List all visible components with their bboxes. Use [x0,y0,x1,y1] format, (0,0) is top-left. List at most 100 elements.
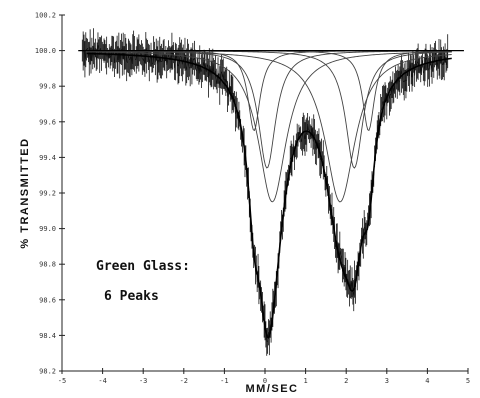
axes-layer: 98.2 98.4 98.6 98.8 99.0 99.2 99.4 99.6 99.8 100.… [35,12,470,386]
data-trace-segment [389,93,391,99]
data-trace-segment [127,55,129,63]
data-trace-segment [177,63,180,67]
data-trace-segment [298,131,301,135]
x-tick-label: 0 [263,377,267,385]
data-trace-segment [148,59,151,64]
data-trace-segment [322,158,324,161]
text-layer: % TRANSMITTED MM/SEC Green Glass: 6 Peak… [19,137,299,395]
y-tick-label: 99.8 [39,83,56,91]
data-trace-segment [97,45,100,50]
y-axis-title: % TRANSMITTED [19,137,31,248]
total-fit-curve [86,52,452,340]
y-tick-label: 98.2 [39,368,56,376]
data-trace-segment [221,71,223,78]
data-trace-segment [267,332,269,341]
data-trace-segment [304,132,307,140]
y-tick-label: 100.0 [35,47,56,55]
data-trace-segment [411,68,414,78]
data-trace-segment [301,136,303,142]
data-trace-segment [187,58,189,63]
y-tick-label: 99.2 [39,190,56,198]
data-trace-segment [123,51,126,61]
data-trace-segment [400,69,402,74]
data-layer [81,28,449,356]
x-tick-label: 2 [344,377,348,385]
x-tick-label: -1 [220,377,228,385]
x-tick-label: 4 [425,377,429,385]
data-trace-segment [380,108,382,111]
data-trace-segment [191,58,194,67]
y-tick-label: 100.2 [35,12,56,20]
data-trace-segment [194,58,196,60]
data-trace-segment [131,51,134,65]
data-trace-segment [142,58,145,61]
data-trace-segment [105,55,107,57]
x-tick-label: -5 [58,377,66,385]
data-trace-segment [168,55,170,58]
data-trace-segment [436,61,439,68]
data-trace-segment [148,56,150,64]
data-trace-segment [422,60,424,73]
data-trace-segment [435,52,437,61]
y-tick-label: 99.0 [39,225,56,233]
data-trace-segment [135,52,138,60]
data-trace-segment [272,299,275,308]
data-trace-segment [423,64,426,72]
data-trace-segment [399,69,402,81]
data-trace-segment [403,80,406,83]
data-trace-segment [165,53,168,66]
y-tick-label: 98.4 [39,332,56,340]
data-trace-segment [425,57,428,61]
data-trace-segment [84,49,87,60]
data-trace-segment [182,59,184,65]
data-trace-segment [339,250,342,256]
data-trace-segment [212,64,215,74]
data-trace-segment [85,48,87,51]
x-tick-label: 3 [385,377,389,385]
data-trace-segment [306,123,308,135]
data-trace-segment [445,59,448,66]
data-trace-segment [440,51,442,64]
data-trace-segment [414,61,416,76]
data-trace-segment [313,131,315,137]
component-fit-4 [86,50,452,203]
x-tick-label: 1 [303,377,307,385]
data-trace-segment [195,69,198,72]
x-tick-label: 5 [466,377,470,385]
data-trace-segment [390,88,393,96]
data-trace-segment [230,86,233,95]
data-trace-segment [415,60,417,66]
data-trace-segment [341,257,343,266]
y-tick-label: 98.6 [39,296,56,304]
component-fit-5 [86,50,452,169]
data-trace-segment [174,61,176,68]
data-trace-segment [307,123,309,130]
annotation-peak-count: 6 Peaks [104,289,159,304]
data-trace-segment [156,59,159,65]
x-axis-title: MM/SEC [246,383,299,395]
x-tick-label: -3 [139,377,147,385]
data-trace-segment [367,215,369,222]
data-trace-segment [266,340,268,343]
data-trace-segment [363,226,366,229]
component-fit-2 [86,50,452,169]
x-tick-label: -4 [98,377,106,385]
data-trace-segment [199,63,201,72]
data-trace-segment [200,70,202,73]
data-trace-segment [203,62,206,66]
data-trace-segment [109,55,112,59]
data-trace-segment [365,232,368,235]
fits-layer [78,49,464,340]
data-trace-segment [426,59,429,71]
data-trace-segment [407,67,409,70]
data-trace-segment [420,65,422,74]
data-trace-segment [240,129,242,138]
data-trace-segment [423,71,425,74]
data-trace-segment [406,68,409,81]
data-trace-segment [114,55,116,63]
data-trace-segment [185,65,188,71]
data-trace-segment [309,129,311,132]
data-trace-segment [95,55,98,60]
